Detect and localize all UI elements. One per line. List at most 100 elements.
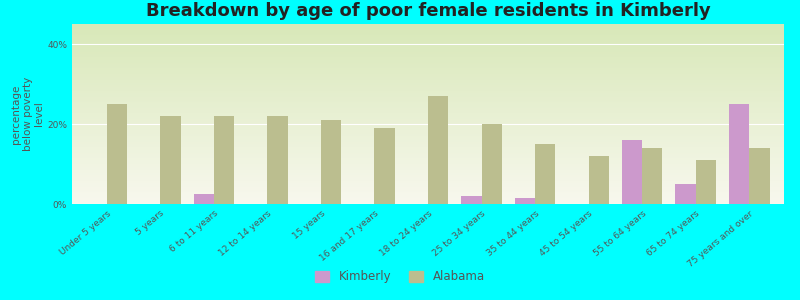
Bar <box>72 147 784 148</box>
Bar <box>72 95 784 96</box>
Bar <box>72 90 784 91</box>
Bar <box>72 42 784 43</box>
Bar <box>72 203 784 204</box>
Bar <box>72 59 784 60</box>
Bar <box>72 132 784 133</box>
Bar <box>72 143 784 144</box>
Bar <box>72 168 784 169</box>
Bar <box>72 36 784 37</box>
Bar <box>72 201 784 202</box>
Bar <box>72 61 784 62</box>
Bar <box>72 119 784 120</box>
Bar <box>72 191 784 192</box>
Bar <box>675 184 696 204</box>
Bar <box>72 63 784 64</box>
Bar <box>72 140 784 141</box>
Bar <box>72 123 784 124</box>
Bar <box>72 75 784 76</box>
Bar <box>106 104 127 204</box>
Bar <box>72 58 784 59</box>
Legend: Kimberly, Alabama: Kimberly, Alabama <box>310 266 490 288</box>
Bar <box>72 196 784 197</box>
Bar <box>72 171 784 172</box>
Bar <box>72 118 784 119</box>
Bar <box>72 127 784 128</box>
Bar <box>72 29 784 30</box>
Bar <box>72 173 784 174</box>
Bar <box>72 195 784 196</box>
Bar <box>72 69 784 70</box>
Bar <box>72 100 784 101</box>
Bar <box>72 65 784 66</box>
Bar <box>160 116 181 204</box>
Bar <box>72 184 784 185</box>
Bar <box>72 170 784 171</box>
Bar <box>72 197 784 198</box>
Bar <box>72 64 784 65</box>
Bar <box>72 190 784 191</box>
Bar <box>72 101 784 102</box>
Bar <box>72 34 784 35</box>
Bar <box>72 118 784 119</box>
Bar <box>72 79 784 80</box>
Bar <box>72 50 784 51</box>
Bar <box>514 198 535 204</box>
Bar <box>72 55 784 56</box>
Bar <box>72 111 784 112</box>
Bar <box>72 108 784 109</box>
Bar <box>72 71 784 72</box>
Bar <box>72 37 784 38</box>
Bar <box>72 24 784 25</box>
Bar <box>72 43 784 44</box>
Bar <box>72 106 784 107</box>
Bar <box>72 49 784 50</box>
Bar <box>72 150 784 151</box>
Bar <box>72 76 784 77</box>
Bar <box>72 145 784 146</box>
Bar <box>72 99 784 100</box>
Bar <box>72 154 784 155</box>
Bar <box>72 134 784 135</box>
Bar <box>72 98 784 99</box>
Bar <box>461 196 482 204</box>
Bar <box>72 130 784 131</box>
Bar <box>72 177 784 178</box>
Bar <box>374 128 395 204</box>
Bar <box>72 164 784 165</box>
Bar <box>72 125 784 126</box>
Bar <box>72 82 784 83</box>
Bar <box>72 87 784 88</box>
Bar <box>72 56 784 57</box>
Bar <box>589 156 609 204</box>
Bar <box>72 52 784 53</box>
Bar <box>72 148 784 149</box>
Bar <box>72 103 784 104</box>
Bar <box>214 116 234 204</box>
Bar <box>72 38 784 39</box>
Bar <box>428 96 448 204</box>
Bar <box>72 32 784 33</box>
Bar <box>72 142 784 143</box>
Bar <box>72 110 784 111</box>
Bar <box>72 70 784 71</box>
Bar <box>72 181 784 182</box>
Bar <box>72 163 784 164</box>
Bar <box>696 160 716 204</box>
Bar <box>72 68 784 69</box>
Bar <box>72 33 784 34</box>
Bar <box>72 96 784 97</box>
Bar <box>72 198 784 199</box>
Bar <box>72 166 784 167</box>
Bar <box>72 100 784 101</box>
Bar <box>72 86 784 87</box>
Bar <box>72 47 784 48</box>
Bar <box>72 182 784 183</box>
Bar <box>72 141 784 142</box>
Bar <box>72 200 784 201</box>
Bar <box>72 153 784 154</box>
Bar <box>72 128 784 129</box>
Bar <box>72 155 784 156</box>
Bar <box>72 158 784 159</box>
Bar <box>72 92 784 93</box>
Bar <box>622 140 642 204</box>
